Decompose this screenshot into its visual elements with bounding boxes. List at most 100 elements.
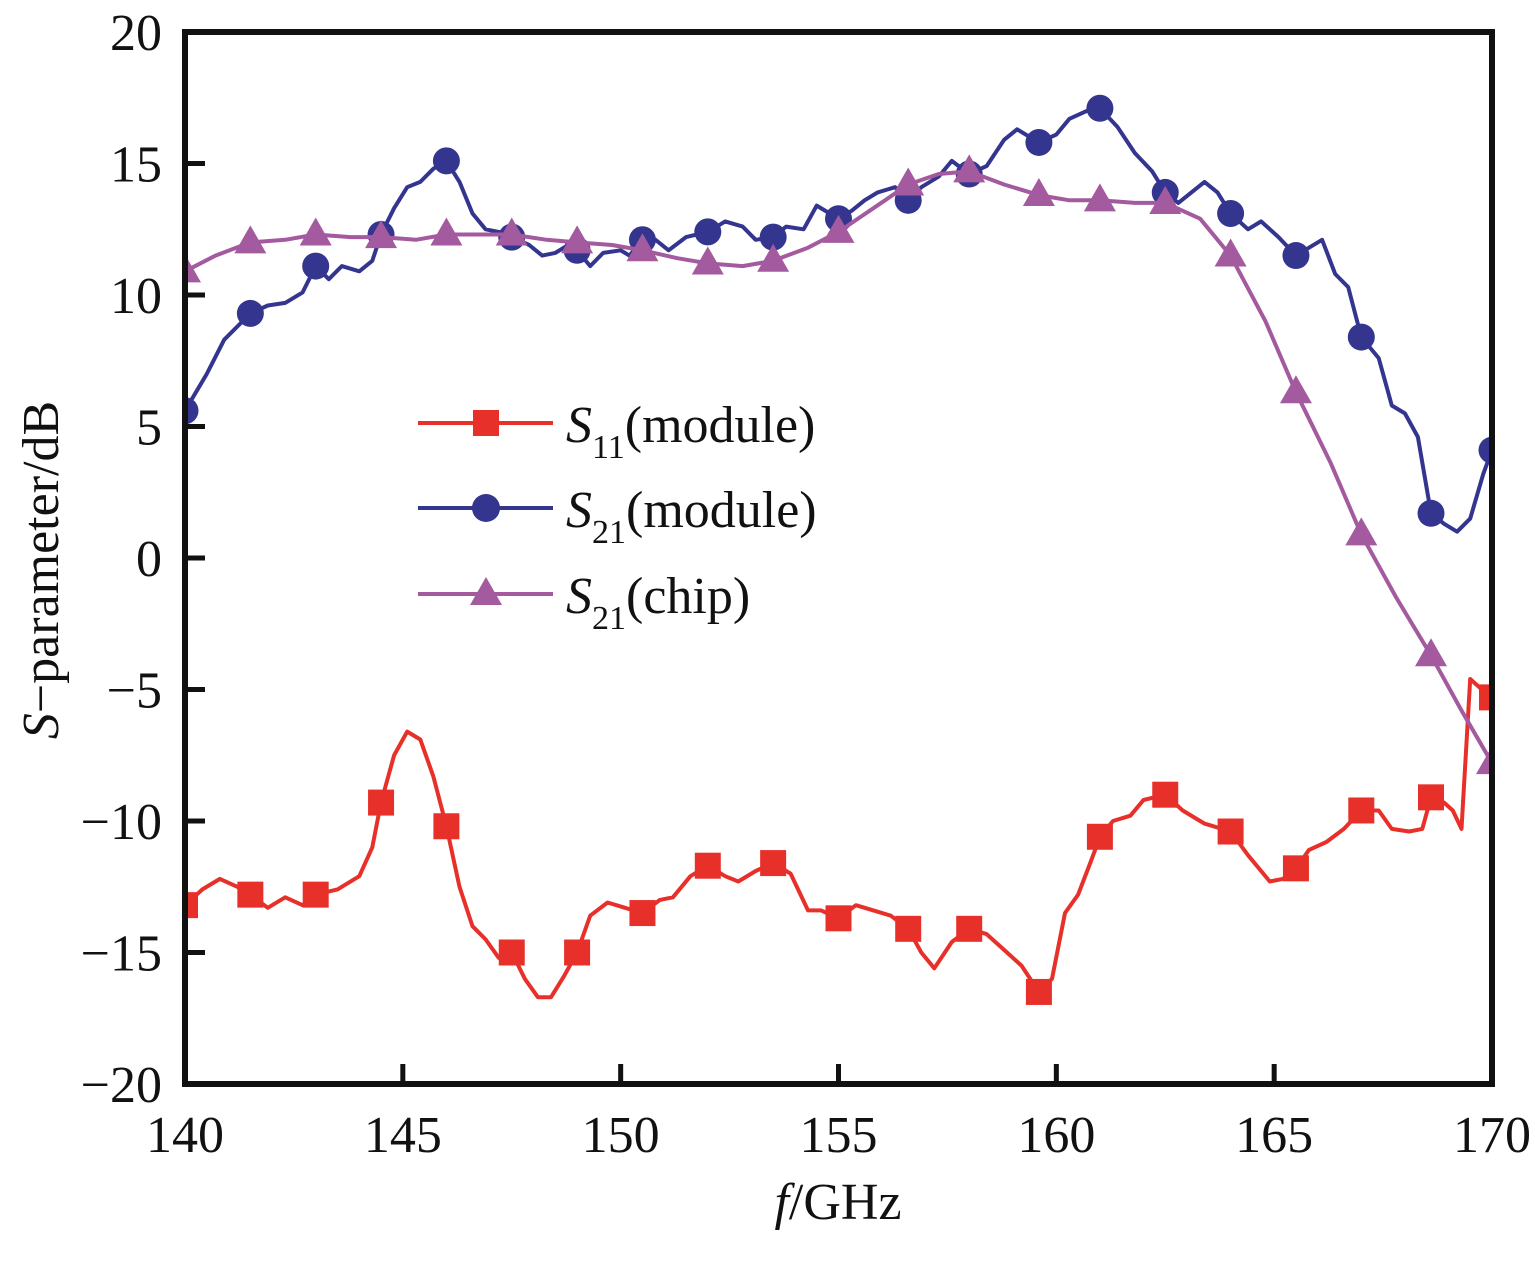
marker-s21-chip — [299, 217, 332, 246]
marker-s11-module — [1282, 855, 1309, 882]
legend-label-s21-chip: S21(chip) — [566, 568, 750, 637]
marker-s11-module — [1086, 823, 1113, 850]
series-s21-module — [185, 94, 1492, 534]
legend-label-s11-main: S — [566, 397, 592, 454]
marker-s11-module — [185, 892, 198, 919]
x-tick-label: 155 — [800, 1107, 878, 1164]
marker-s11-module — [825, 905, 852, 932]
marker-s21-chip — [365, 220, 398, 249]
marker-s21-module — [694, 218, 722, 246]
marker-s11-module — [1479, 684, 1492, 711]
series-line-s21-module — [185, 106, 1492, 534]
x-tick-label: 145 — [364, 1107, 442, 1164]
legend-entry-s21-chip: S21(chip) — [418, 568, 750, 637]
marker-s11-module — [237, 881, 264, 908]
tick-labels-layer: 140 145 150 155 160 165 170 20 15 10 5 0 −5 −10 −15 −20 — [81, 5, 1531, 1164]
x-tick-label: 170 — [1453, 1107, 1531, 1164]
marker-s21-chip — [1214, 238, 1247, 267]
marker-s21-chip — [1345, 517, 1378, 546]
marker-s11-module — [498, 939, 525, 966]
marker-s11-module — [760, 850, 787, 877]
x-axis-title-rest: /GHz — [789, 1174, 902, 1231]
marker-s21-chip — [1083, 183, 1116, 212]
marker-s21-module — [1417, 499, 1445, 527]
marker-s11-module — [564, 939, 591, 966]
legend-label-s21c-suffix: (chip) — [626, 568, 750, 625]
legend-label-s11-module: S11(module) — [566, 397, 815, 466]
series-s21-chip — [185, 154, 1492, 775]
marker-s21-module — [1086, 94, 1114, 122]
y-tick-label: −5 — [107, 663, 162, 720]
marker-s11-module — [629, 900, 656, 927]
marker-s21-module — [185, 397, 199, 425]
marker-s21-chip — [1415, 638, 1448, 667]
legend-label-s21m-sub: 21 — [592, 514, 626, 551]
legend-label-s21m-main: S — [566, 482, 592, 539]
legend: S11(module) S21(module) S21(chip) — [418, 397, 817, 637]
marker-s21-chip — [430, 217, 463, 246]
x-tick-label: 160 — [1017, 1107, 1095, 1164]
marker-s21-chip — [953, 154, 986, 183]
y-tick-label: 0 — [136, 531, 162, 588]
marker-s21-module — [236, 299, 264, 327]
y-tick-label: 15 — [110, 137, 162, 194]
x-axis-title: f/GHz — [774, 1174, 901, 1231]
marker-s21-module — [302, 252, 330, 280]
y-tick-label: 10 — [110, 268, 162, 325]
y-tick-label: −20 — [81, 1057, 162, 1114]
legend-marker-s21-module — [472, 494, 500, 522]
ticks-layer — [182, 29, 1495, 1087]
legend-label-s21c-main: S — [566, 568, 592, 625]
series-s11-module — [185, 677, 1492, 1005]
marker-s11-module — [1348, 797, 1375, 824]
legend-marker-s11-module — [473, 410, 499, 436]
marker-s21-chip — [1149, 185, 1182, 214]
x-tick-label: 140 — [146, 1107, 224, 1164]
marker-s11-module — [368, 789, 395, 816]
legend-label-s21c-sub: 21 — [592, 600, 626, 637]
marker-s21-module — [1478, 436, 1492, 464]
y-axis-title: S−parameter/dB — [13, 401, 70, 739]
legend-label-s11-sub: 11 — [592, 429, 625, 466]
marker-s21-chip — [757, 243, 790, 272]
marker-s11-module — [1217, 818, 1244, 845]
marker-s11-module — [1418, 784, 1445, 811]
marker-s21-chip — [495, 217, 528, 246]
marker-s21-chip — [822, 214, 855, 243]
marker-s21-chip — [892, 167, 925, 196]
marker-s21-module — [1025, 128, 1053, 156]
marker-s21-chip — [1022, 178, 1055, 207]
marker-s21-module — [1347, 323, 1375, 351]
y-tick-label: −10 — [81, 794, 162, 851]
x-tick-label: 165 — [1235, 1107, 1313, 1164]
y-axis-title-rest: −parameter/dB — [13, 401, 70, 713]
y-tick-label: −15 — [81, 926, 162, 983]
marker-s21-chip — [561, 225, 594, 254]
legend-label-s11-suffix: (module) — [625, 397, 816, 454]
marker-s21-module — [1217, 199, 1245, 227]
legend-label-s21-module: S21(module) — [566, 482, 817, 551]
legend-entry-s21-module: S21(module) — [418, 482, 817, 551]
marker-s21-chip — [1279, 375, 1312, 404]
marker-s21-module — [759, 223, 787, 251]
marker-s11-module — [1025, 978, 1052, 1005]
marker-s21-module — [432, 147, 460, 175]
x-tick-label: 150 — [582, 1107, 660, 1164]
marker-s11-module — [956, 915, 983, 942]
marker-s11-module — [433, 813, 460, 840]
marker-s11-module — [302, 881, 329, 908]
legend-entry-s11-module: S11(module) — [418, 397, 815, 466]
marker-s21-chip — [626, 233, 659, 262]
marker-s21-chip — [185, 254, 201, 283]
series-layer — [185, 94, 1492, 1005]
legend-marker-s21-chip — [470, 577, 502, 605]
y-tick-label: 20 — [110, 5, 162, 62]
marker-s21-module — [1282, 242, 1310, 270]
y-tick-label: 5 — [136, 400, 162, 457]
marker-s21-chip — [1476, 746, 1492, 775]
y-axis-title-italic: S — [13, 713, 70, 739]
marker-s21-chip — [234, 225, 267, 254]
marker-s11-module — [694, 852, 721, 879]
legend-label-s21m-suffix: (module) — [626, 482, 817, 539]
